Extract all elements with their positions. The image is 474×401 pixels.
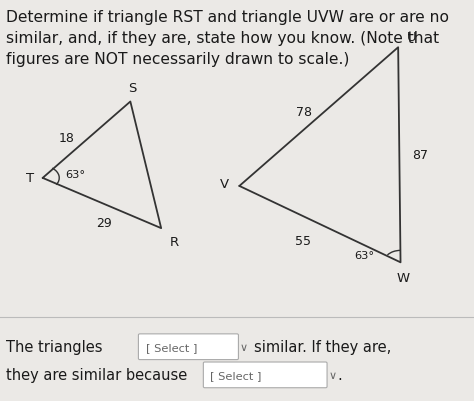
Text: 18: 18: [59, 132, 75, 145]
Text: 78: 78: [296, 106, 311, 119]
Text: they are similar because: they are similar because: [6, 367, 187, 383]
Text: 29: 29: [96, 217, 112, 229]
Text: W: W: [396, 271, 410, 284]
Text: similar, and, if they are, state how you know. (Note that: similar, and, if they are, state how you…: [6, 31, 439, 46]
Text: ∨: ∨: [328, 370, 337, 380]
Text: figures are NOT necessarily drawn to scale.): figures are NOT necessarily drawn to sca…: [6, 52, 349, 67]
FancyBboxPatch shape: [138, 334, 238, 360]
Text: V: V: [220, 178, 229, 191]
FancyBboxPatch shape: [203, 362, 327, 388]
Text: similar. If they are,: similar. If they are,: [254, 339, 391, 354]
Text: Determine if triangle RST and triangle UVW are or are no: Determine if triangle RST and triangle U…: [6, 10, 449, 25]
Text: 63°: 63°: [65, 170, 85, 179]
Text: The triangles: The triangles: [6, 339, 102, 354]
Text: U: U: [407, 31, 416, 44]
Text: [ Select ]: [ Select ]: [146, 342, 197, 352]
Text: 55: 55: [295, 235, 311, 247]
Text: R: R: [170, 236, 179, 249]
Text: ∨: ∨: [240, 342, 248, 352]
Text: .: .: [337, 367, 342, 383]
Text: [ Select ]: [ Select ]: [210, 370, 262, 380]
Text: T: T: [26, 172, 34, 185]
Text: S: S: [128, 82, 137, 95]
Text: 63°: 63°: [355, 251, 374, 260]
Text: 87: 87: [412, 149, 428, 162]
